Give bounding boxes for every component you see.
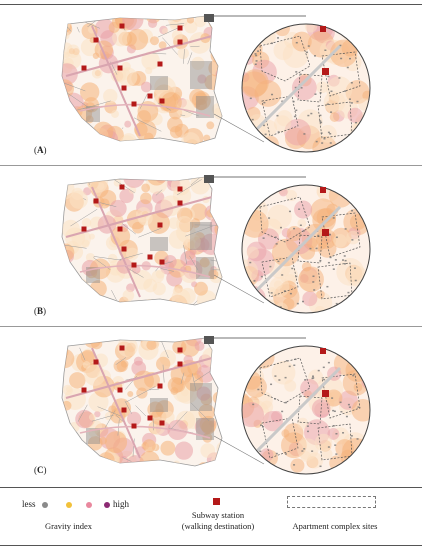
inset-station-marker xyxy=(322,229,329,236)
inset-zoom-map xyxy=(242,346,370,474)
subway-station-marker xyxy=(119,184,125,190)
subway-station-marker xyxy=(157,61,163,67)
subway-station-marker xyxy=(177,39,183,45)
subway-station-marker xyxy=(177,361,183,367)
bottom-rule xyxy=(0,545,422,546)
subway-station-marker xyxy=(177,25,183,31)
legend-subway-label: Subway station xyxy=(191,510,245,520)
subway-station-marker xyxy=(147,254,153,260)
subway-station-marker xyxy=(159,420,165,426)
legend-dot-pink xyxy=(86,502,92,508)
legend-subway-sublabel: (walking destination) xyxy=(181,521,255,531)
panel-divider-2 xyxy=(0,326,422,327)
map-legend: less high Gravity index Subway station (… xyxy=(0,487,422,547)
inset-station-marker xyxy=(322,68,329,75)
map-figure-b xyxy=(61,175,371,314)
map-figure-a xyxy=(61,14,371,153)
leader-line-bottom xyxy=(213,274,265,304)
subway-station-marker xyxy=(93,37,99,43)
subway-station-marker xyxy=(93,198,99,204)
subway-station-marker xyxy=(177,186,183,192)
legend-dot-gray xyxy=(42,502,48,508)
panel-label-a: (A) xyxy=(34,145,47,155)
subway-station-marker xyxy=(177,347,183,353)
map-figure-c xyxy=(61,336,371,475)
subway-station-marker xyxy=(131,423,137,429)
subway-station-marker xyxy=(119,345,125,351)
subway-station-marker xyxy=(81,65,87,71)
subway-station-marker xyxy=(117,65,123,71)
subway-station-marker xyxy=(81,226,87,232)
subway-station-icon xyxy=(213,498,220,505)
subway-station-marker xyxy=(117,226,123,232)
legend-dot-purple xyxy=(104,502,110,508)
inset-zoom-border xyxy=(241,23,371,153)
inset-station-marker xyxy=(322,390,329,397)
legend-high-label: high xyxy=(113,499,130,509)
leader-line-bottom xyxy=(213,435,265,465)
panel-divider-1 xyxy=(0,165,422,166)
subway-station-marker xyxy=(121,246,127,252)
subway-station-marker xyxy=(131,101,137,107)
panel-label-b: (B) xyxy=(34,306,47,316)
panel-label-c: (C) xyxy=(34,465,47,475)
subway-station-marker xyxy=(119,23,125,29)
inset-zoom-border xyxy=(241,345,371,475)
map-panel-a: (A) xyxy=(0,6,422,164)
map-panel-c: (C) xyxy=(0,328,422,486)
subway-station-marker xyxy=(81,387,87,393)
legend-less-label: less xyxy=(22,499,36,509)
subway-station-marker xyxy=(177,200,183,206)
top-rule xyxy=(0,4,422,5)
map-panel-b: (B) xyxy=(0,167,422,325)
subway-station-marker xyxy=(159,259,165,265)
inset-anchor-block xyxy=(204,336,214,344)
subway-station-marker xyxy=(93,359,99,365)
inset-station-marker xyxy=(320,26,326,32)
inset-anchor-block xyxy=(204,175,214,183)
inset-station-marker xyxy=(320,187,326,193)
inset-zoom-map xyxy=(242,24,370,152)
subway-station-marker xyxy=(131,262,137,268)
subway-station-marker xyxy=(121,407,127,413)
subway-station-marker xyxy=(159,98,165,104)
apartment-site-swatch xyxy=(287,496,376,508)
subway-station-marker xyxy=(147,415,153,421)
subway-station-marker xyxy=(147,93,153,99)
inset-anchor-block xyxy=(204,14,214,22)
legend-apartment-label: Apartment complex sites xyxy=(292,521,378,531)
legend-dot-yellow xyxy=(66,502,72,508)
subway-station-marker xyxy=(117,387,123,393)
subway-station-marker xyxy=(157,222,163,228)
inset-station-marker xyxy=(320,348,326,354)
subway-station-marker xyxy=(157,383,163,389)
legend-gravity-index: Gravity index xyxy=(45,521,92,531)
legend-top-rule xyxy=(0,487,422,488)
leader-line-bottom xyxy=(213,113,265,143)
subway-station-marker xyxy=(121,85,127,91)
inset-zoom-border xyxy=(241,184,371,314)
